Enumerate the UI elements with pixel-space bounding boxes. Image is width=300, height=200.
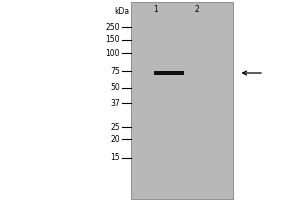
Text: 20: 20 (110, 134, 120, 144)
Text: 150: 150 (106, 36, 120, 45)
Text: 250: 250 (106, 22, 120, 31)
Text: 2: 2 (194, 4, 199, 14)
Text: 75: 75 (110, 66, 120, 75)
Text: 25: 25 (110, 122, 120, 132)
Text: 37: 37 (110, 98, 120, 108)
Text: 50: 50 (110, 83, 120, 92)
Bar (154, 71, 184, 75)
Text: 100: 100 (106, 48, 120, 58)
Bar (130, 2, 232, 199)
Text: kDa: kDa (114, 6, 129, 16)
Text: 15: 15 (110, 154, 120, 162)
Text: 1: 1 (154, 4, 158, 14)
